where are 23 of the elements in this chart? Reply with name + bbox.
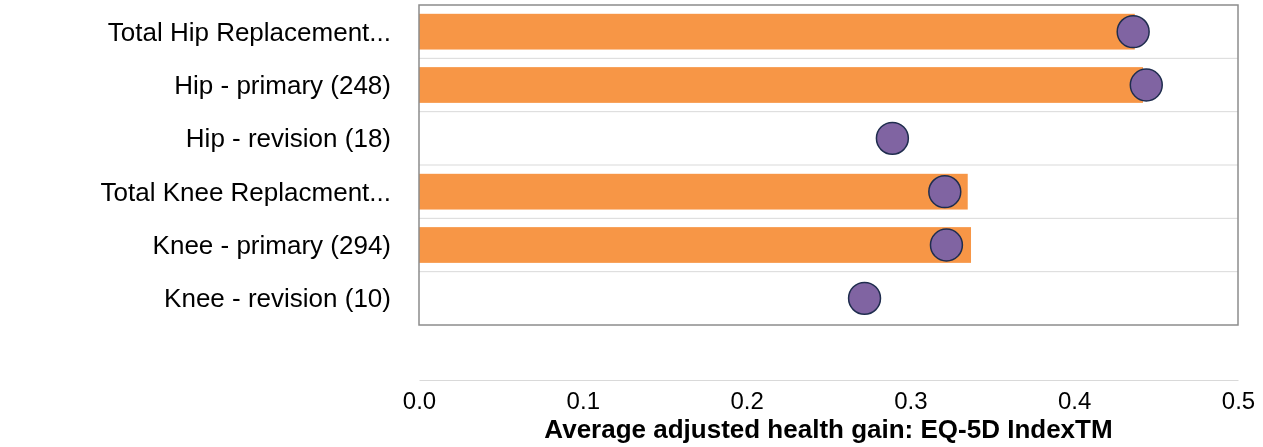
bar <box>419 173 968 210</box>
bar <box>419 227 972 263</box>
x-tick-label: 0.1 <box>566 387 600 415</box>
x-tick-label: 0.0 <box>402 387 437 415</box>
point <box>875 121 910 156</box>
x-tick-label: 0.4 <box>1058 387 1092 415</box>
x-tick-label: 0.5 <box>1221 387 1256 415</box>
point <box>928 174 962 209</box>
bar <box>419 13 1135 50</box>
point <box>1129 68 1163 102</box>
bar <box>419 67 1143 103</box>
y-tick-label: Total Hip Replacement... <box>107 16 391 47</box>
y-tick-label: Hip - revision (18) <box>185 123 391 154</box>
point <box>929 228 964 262</box>
y-tick-label: Knee - primary (294) <box>152 230 391 261</box>
x-tick-label: 0.2 <box>730 387 764 415</box>
y-tick-label: Knee - revision (10) <box>164 283 391 314</box>
y-tick-label: Hip - primary (248) <box>174 70 391 101</box>
y-tick-label: Total Knee Replacment... <box>100 176 391 207</box>
x-tick-label: 0.3 <box>894 387 928 415</box>
point <box>1116 14 1150 49</box>
x-axis-title: Average adjusted health gain: EQ-5D IndexTM <box>544 414 1113 444</box>
point <box>847 281 882 316</box>
